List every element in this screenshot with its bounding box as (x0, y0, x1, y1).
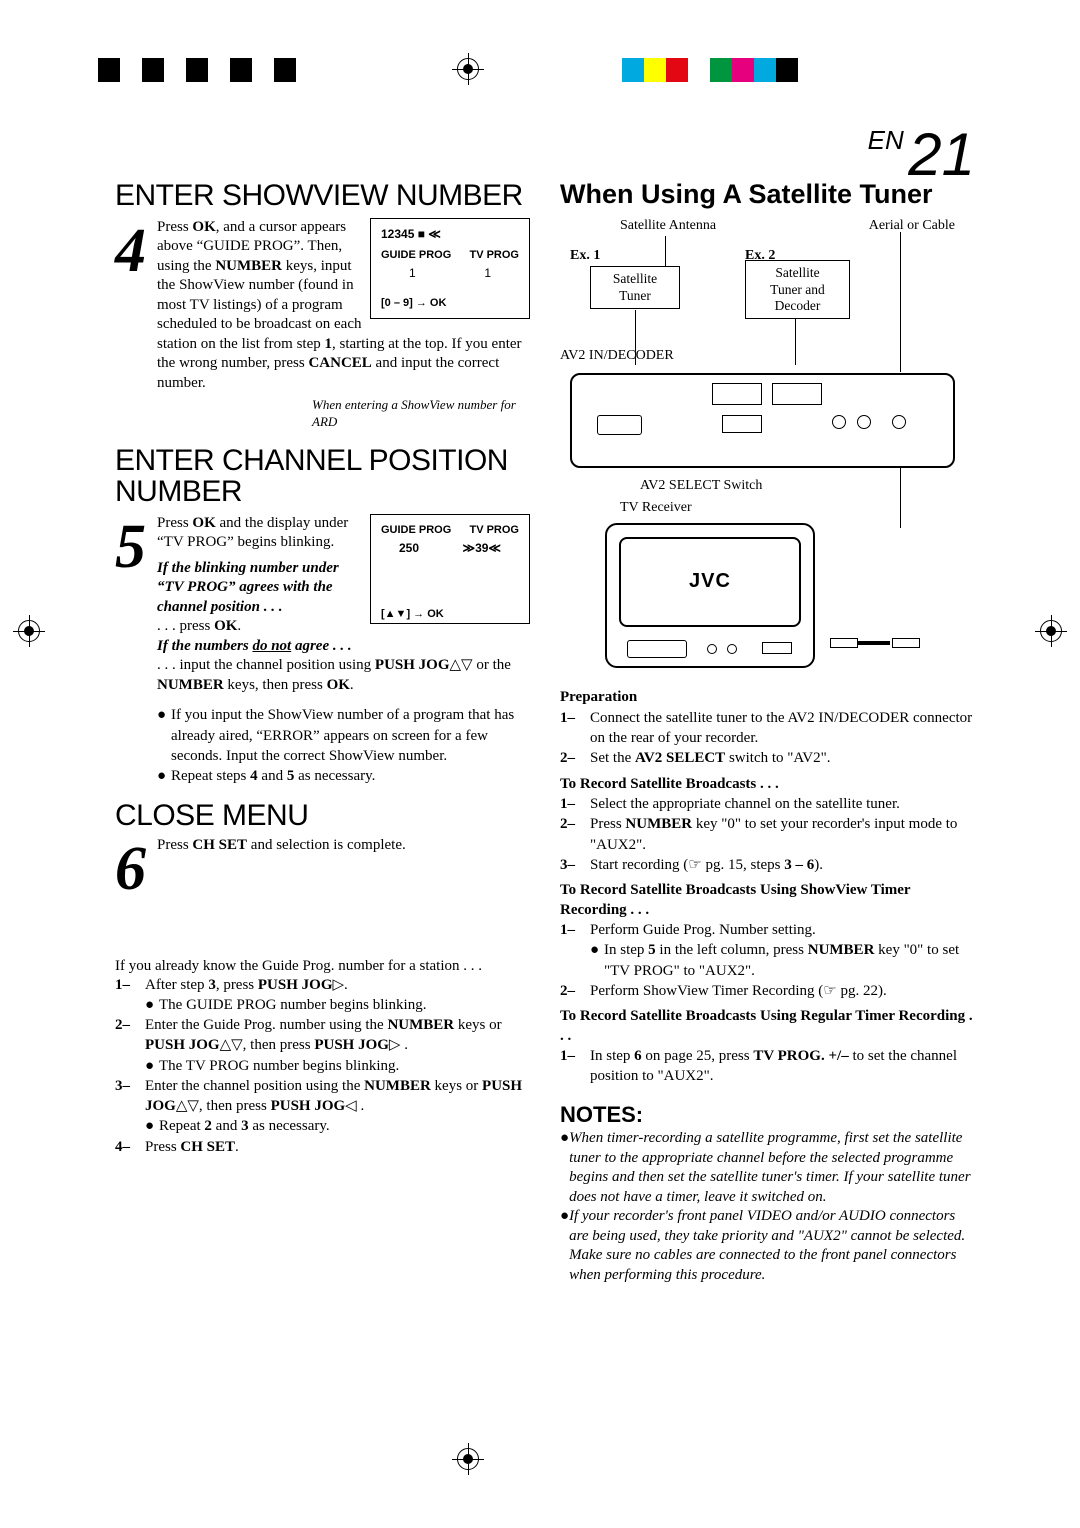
registration-mark-left (18, 620, 40, 642)
registration-mark-top (457, 58, 479, 80)
known-guide-section: If you already know the Guide Prog. numb… (115, 958, 530, 1157)
diagram-box-sat-decoder: Satellite Tuner and Decoder (745, 260, 850, 319)
step4-title: ENTER SHOWVIEW NUMBER (115, 180, 530, 212)
step5-body: GUIDE PROGTV PROG 250≫39≪ [▲▼] → OK Pres… (157, 514, 530, 787)
step6-number: 6 (115, 836, 157, 898)
registration-mark-bottom (457, 1448, 479, 1470)
step4-caption: When entering a ShowView number for ARD (312, 397, 530, 431)
step4-display: 12345 ■ ≪ GUIDE PROGTV PROG 11 [0 – 9] →… (370, 218, 530, 320)
step5-display: GUIDE PROGTV PROG 250≫39≪ [▲▼] → OK (370, 514, 530, 624)
diagram-vcr (570, 373, 955, 468)
colorbar-right (600, 58, 798, 82)
right-column: When Using A Satellite Tuner Satellite A… (560, 180, 975, 1285)
page-num-value: 21 (908, 121, 975, 188)
page-prefix: EN (868, 125, 904, 155)
page-number: EN 21 (868, 125, 975, 185)
step4-number: 4 (115, 218, 157, 431)
diagram-tv: JVC (605, 523, 815, 668)
step6-title: CLOSE MENU (115, 800, 530, 832)
step6-body: Press CH SET and selection is complete. (157, 836, 530, 898)
connection-diagram: Satellite Antenna Aerial or Cable Ex. 1 … (560, 208, 975, 688)
step5-title: ENTER CHANNEL POSITION NUMBER (115, 445, 530, 508)
notes-title: NOTES: (560, 1101, 975, 1130)
colorbar-left (76, 58, 296, 82)
right-title: When Using A Satellite Tuner (560, 180, 975, 208)
page-content: ENTER SHOWVIEW NUMBER 4 12345 ■ ≪ GUIDE … (115, 180, 975, 1285)
left-column: ENTER SHOWVIEW NUMBER 4 12345 ■ ≪ GUIDE … (115, 180, 530, 1285)
diagram-box-sat-tuner: Satellite Tuner (590, 266, 680, 308)
step5-number: 5 (115, 514, 157, 787)
right-text: Preparation 1–Connect the satellite tune… (560, 688, 975, 1285)
registration-mark-right (1040, 620, 1062, 642)
step4-body: 12345 ■ ≪ GUIDE PROGTV PROG 11 [0 – 9] →… (157, 218, 530, 431)
